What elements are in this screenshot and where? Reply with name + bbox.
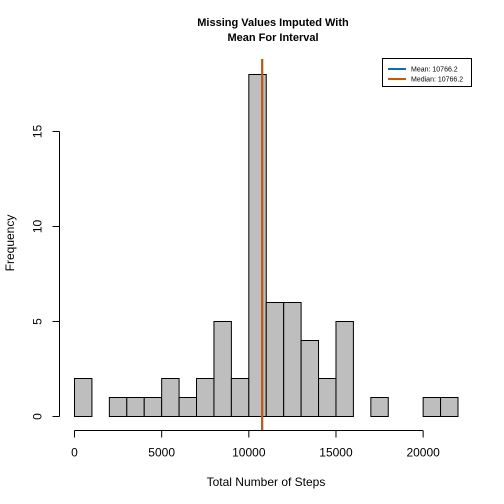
x-axis-label: Total Number of Steps xyxy=(207,475,326,489)
y-axis: 0 5 10 15 xyxy=(31,125,60,420)
histogram-bar xyxy=(283,302,302,417)
histogram-bar xyxy=(143,397,163,417)
histogram-bar xyxy=(178,397,198,417)
legend-label: Median: 10766.2 xyxy=(411,77,463,84)
histogram-bar xyxy=(370,397,389,417)
x-tick-label: 15000 xyxy=(319,446,353,460)
legend-box xyxy=(382,58,472,87)
histogram-bar xyxy=(196,378,215,417)
y-tick-label: 10 xyxy=(31,220,45,234)
histogram-bar xyxy=(265,302,285,417)
x-tick-label: 5000 xyxy=(148,446,175,460)
histogram-bar xyxy=(108,397,128,417)
chart-title-line2: Mean For Interval xyxy=(227,32,318,44)
legend-label: Mean: 10766.2 xyxy=(411,67,458,74)
histogram-bar xyxy=(74,378,93,417)
histogram-bar xyxy=(230,378,250,417)
x-tick-label: 10000 xyxy=(232,446,266,460)
y-tick-label: 15 xyxy=(31,125,45,139)
histogram-bar xyxy=(422,397,442,417)
y-tick-label: 0 xyxy=(31,413,45,420)
x-tick-label: 0 xyxy=(71,446,78,460)
histogram-bar xyxy=(248,74,267,417)
x-tick-label: 20000 xyxy=(406,446,440,460)
histogram-bar xyxy=(126,397,145,417)
y-axis-label: Frequency xyxy=(3,215,17,272)
histogram-bar xyxy=(318,378,337,417)
histogram-bar xyxy=(300,340,320,417)
chart-title-line1: Missing Values Imputed With xyxy=(197,17,349,29)
legend: Mean: 10766.2 Median: 10766.2 xyxy=(382,58,472,87)
histogram-bar xyxy=(335,321,354,417)
x-axis: 0 5000 10000 15000 20000 xyxy=(71,430,440,460)
y-tick-label: 5 xyxy=(31,318,45,325)
bars-group xyxy=(74,74,459,417)
histogram-bar xyxy=(213,321,232,417)
histogram-bar xyxy=(161,378,180,417)
histogram-bar xyxy=(440,397,459,417)
